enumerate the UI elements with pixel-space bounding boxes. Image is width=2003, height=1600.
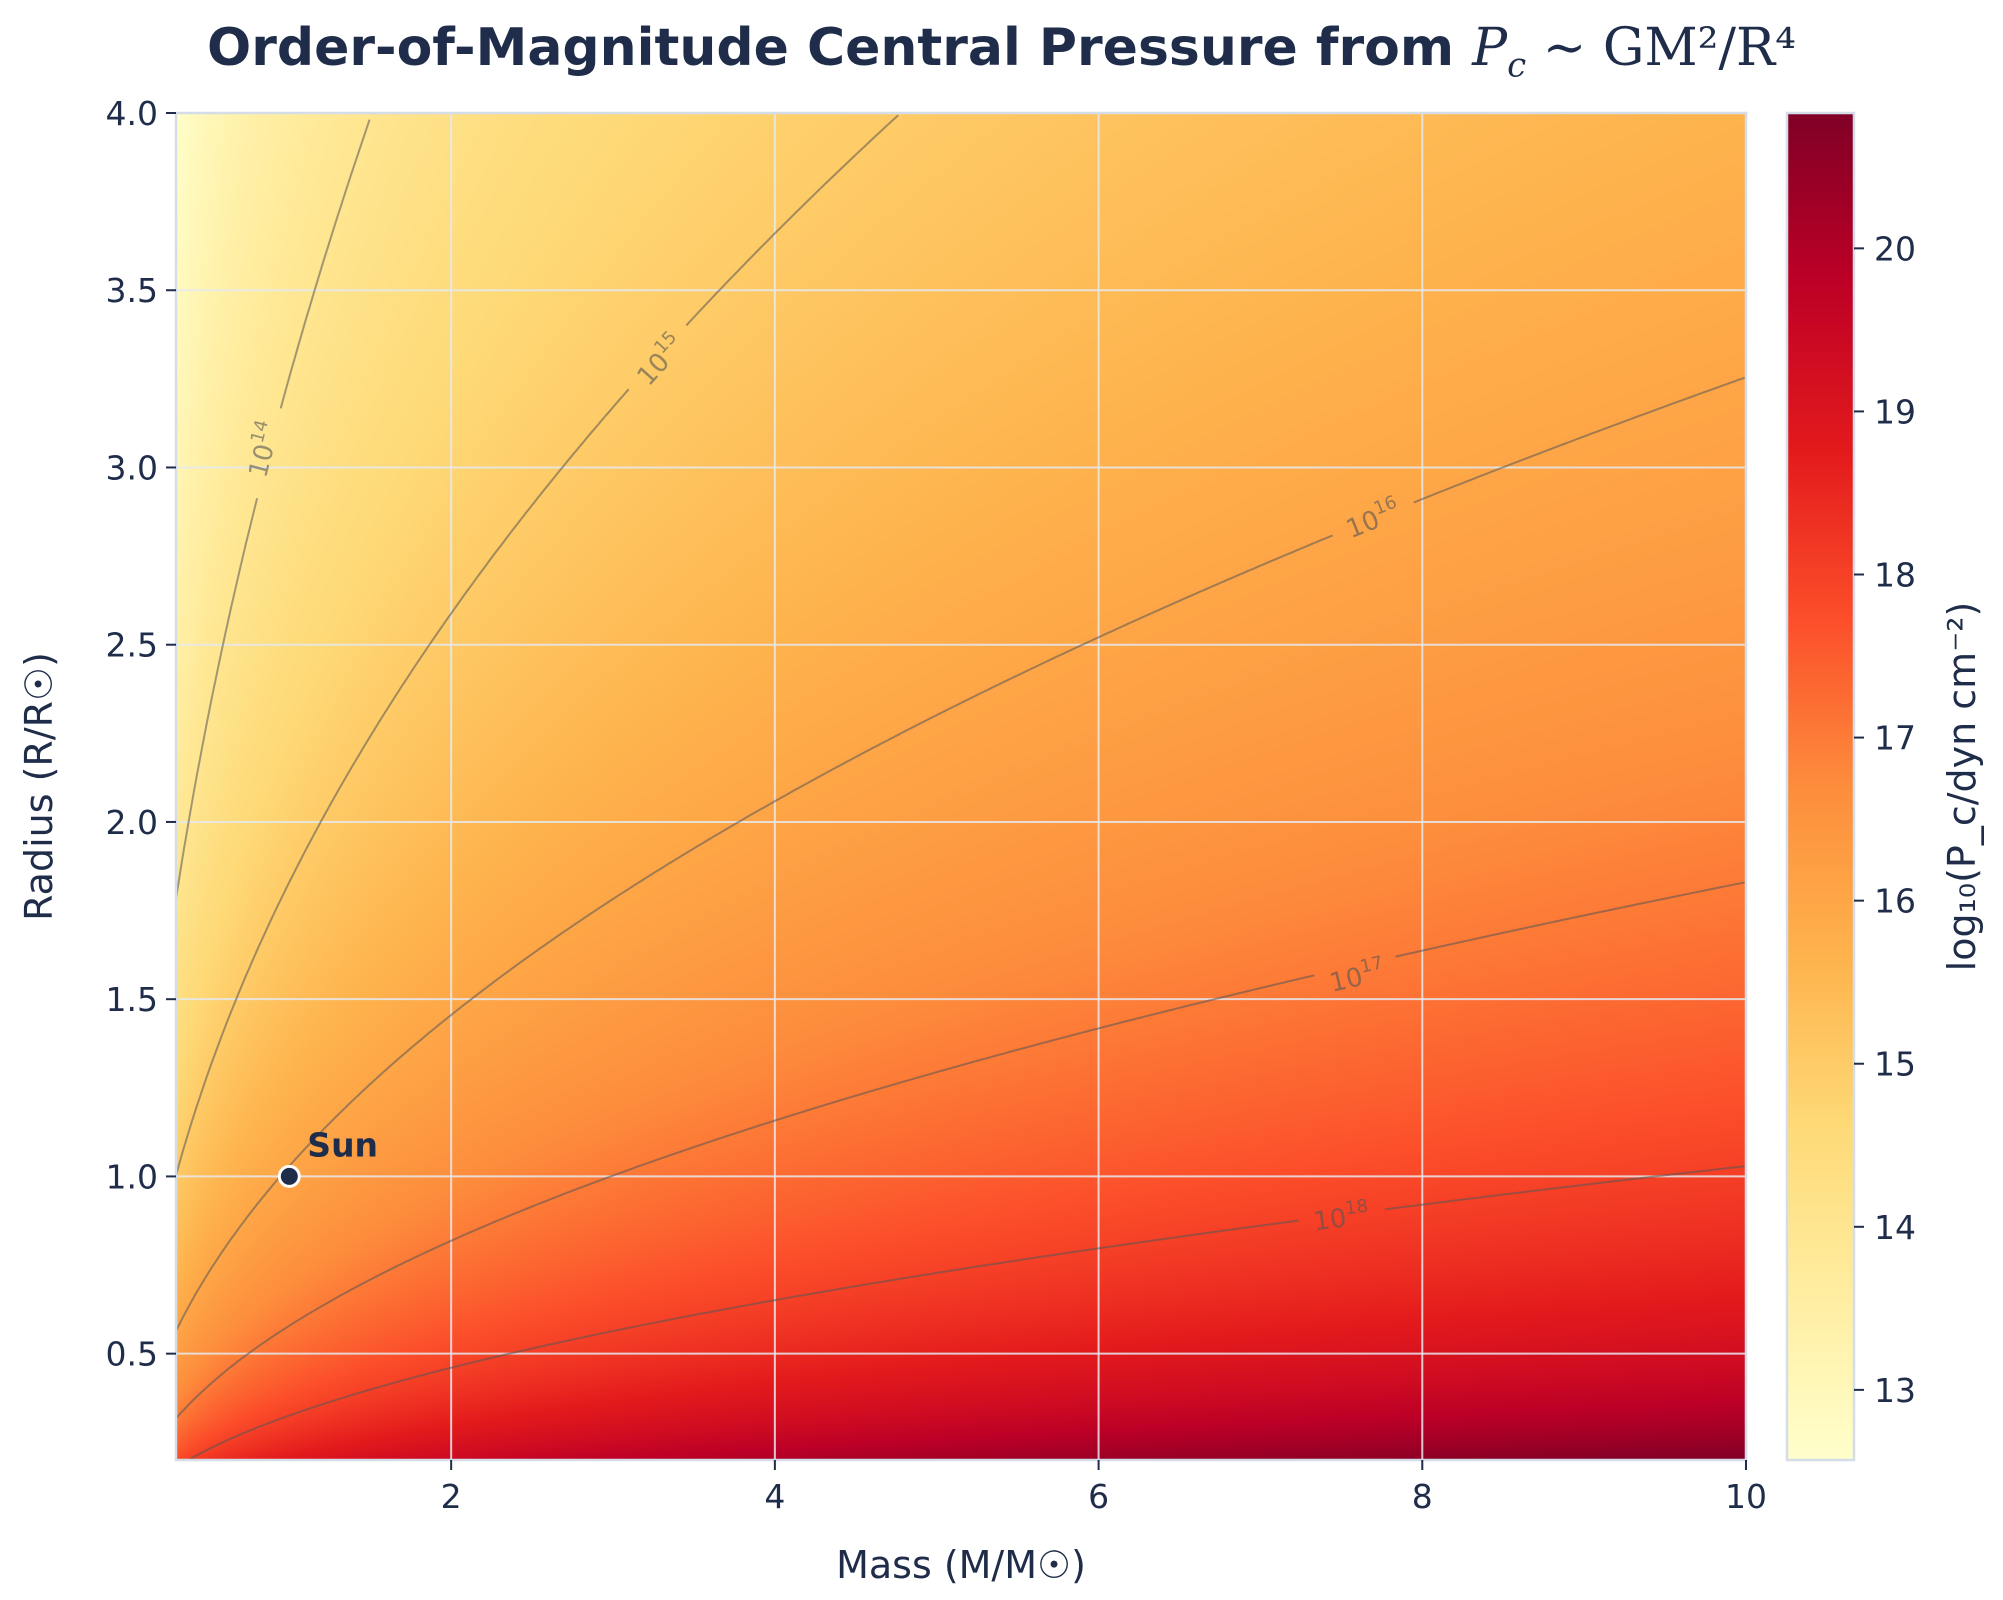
formula-p: P — [1472, 18, 1508, 78]
formula-rest: ∼ GM²/R⁴ — [1526, 18, 1796, 78]
axes: 2 4 6 8 10 0.5 1.0 1.5 2.0 2.5 3.0 3.5 4.0 Mass (M/M☉… — [17, 94, 1767, 1587]
colorbar-tick-label: 20 — [1874, 229, 1916, 268]
contour-line-18 — [1384, 1165, 1747, 1211]
colorbar-tick-label: 13 — [1874, 1371, 1916, 1410]
title-text: Order-of-Magnitude Central Pressure from — [207, 18, 1473, 78]
contour-label-base: 10 — [1312, 1203, 1349, 1237]
y-axis-label: Radius (R/R☉) — [17, 652, 61, 921]
contour-line-17 — [1395, 881, 1747, 958]
y-tick-label: 0.5 — [106, 1335, 158, 1374]
chart-title: Order-of-Magnitude Central Pressure from… — [0, 18, 2003, 85]
colorbar-tick-label: 16 — [1874, 882, 1916, 921]
contour-line-15 — [685, 114, 899, 327]
contour-line-16 — [1413, 376, 1747, 504]
y-tick-label: 1.0 — [106, 1157, 158, 1196]
colorbar-label: log₁₀(P_c/dyn cm⁻²) — [1940, 602, 1984, 972]
x-tick-label: 10 — [1725, 1477, 1767, 1516]
contour-label-exponent: 17 — [1358, 952, 1385, 978]
contour-line-18 — [188, 1219, 1299, 1461]
x-tick-label: 8 — [1412, 1477, 1433, 1516]
x-tick-label: 4 — [764, 1477, 785, 1516]
y-tick-label: 2.0 — [106, 803, 158, 842]
contour-line-17 — [175, 974, 1315, 1420]
heatmap — [176, 113, 1746, 1460]
sun-marker — [277, 1164, 301, 1188]
title-formula: Pc ∼ GM²/R⁴ — [1472, 18, 1796, 85]
colorbar-scale — [1785, 111, 1856, 1462]
x-axis-label: Mass (M/M☉) — [836, 1543, 1086, 1587]
colorbar-tick-label: 14 — [1874, 1208, 1916, 1247]
contour-label-base: 10 — [1327, 962, 1366, 999]
x-tick-label: 2 — [441, 1477, 462, 1516]
colorbar-tick-label: 18 — [1874, 556, 1916, 595]
y-tick-label: 2.5 — [106, 626, 158, 665]
colorbar: 13 14 15 16 17 18 19 20 log₁₀(P_c/dyn cm⁻²) — [1785, 111, 1984, 1462]
contour-line-16 — [175, 534, 1333, 1332]
x-tick-label: 6 — [1088, 1477, 1109, 1516]
contour-line-15 — [175, 388, 630, 1176]
colorbar-tick-label: 17 — [1874, 719, 1916, 758]
contour-label-exponent: 18 — [1344, 1195, 1369, 1219]
colorbar-tick-label: 15 — [1874, 1045, 1916, 1084]
contour-label: 1017 — [1326, 952, 1389, 999]
y-tick-label: 4.0 — [106, 94, 158, 133]
y-tick-label: 1.5 — [106, 980, 158, 1019]
contour-label: 1018 — [1311, 1195, 1371, 1237]
plot-frame — [174, 111, 1748, 1462]
annotations: Sun — [277, 1125, 378, 1188]
y-tick-label: 3.5 — [106, 271, 158, 310]
y-tick-label: 3.0 — [106, 448, 158, 487]
sun-label: Sun — [307, 1125, 378, 1164]
contour-line-14 — [279, 119, 371, 409]
formula-sub: c — [1507, 45, 1527, 86]
contour-line-14 — [175, 498, 259, 900]
colorbar-tick-label: 19 — [1874, 392, 1916, 431]
